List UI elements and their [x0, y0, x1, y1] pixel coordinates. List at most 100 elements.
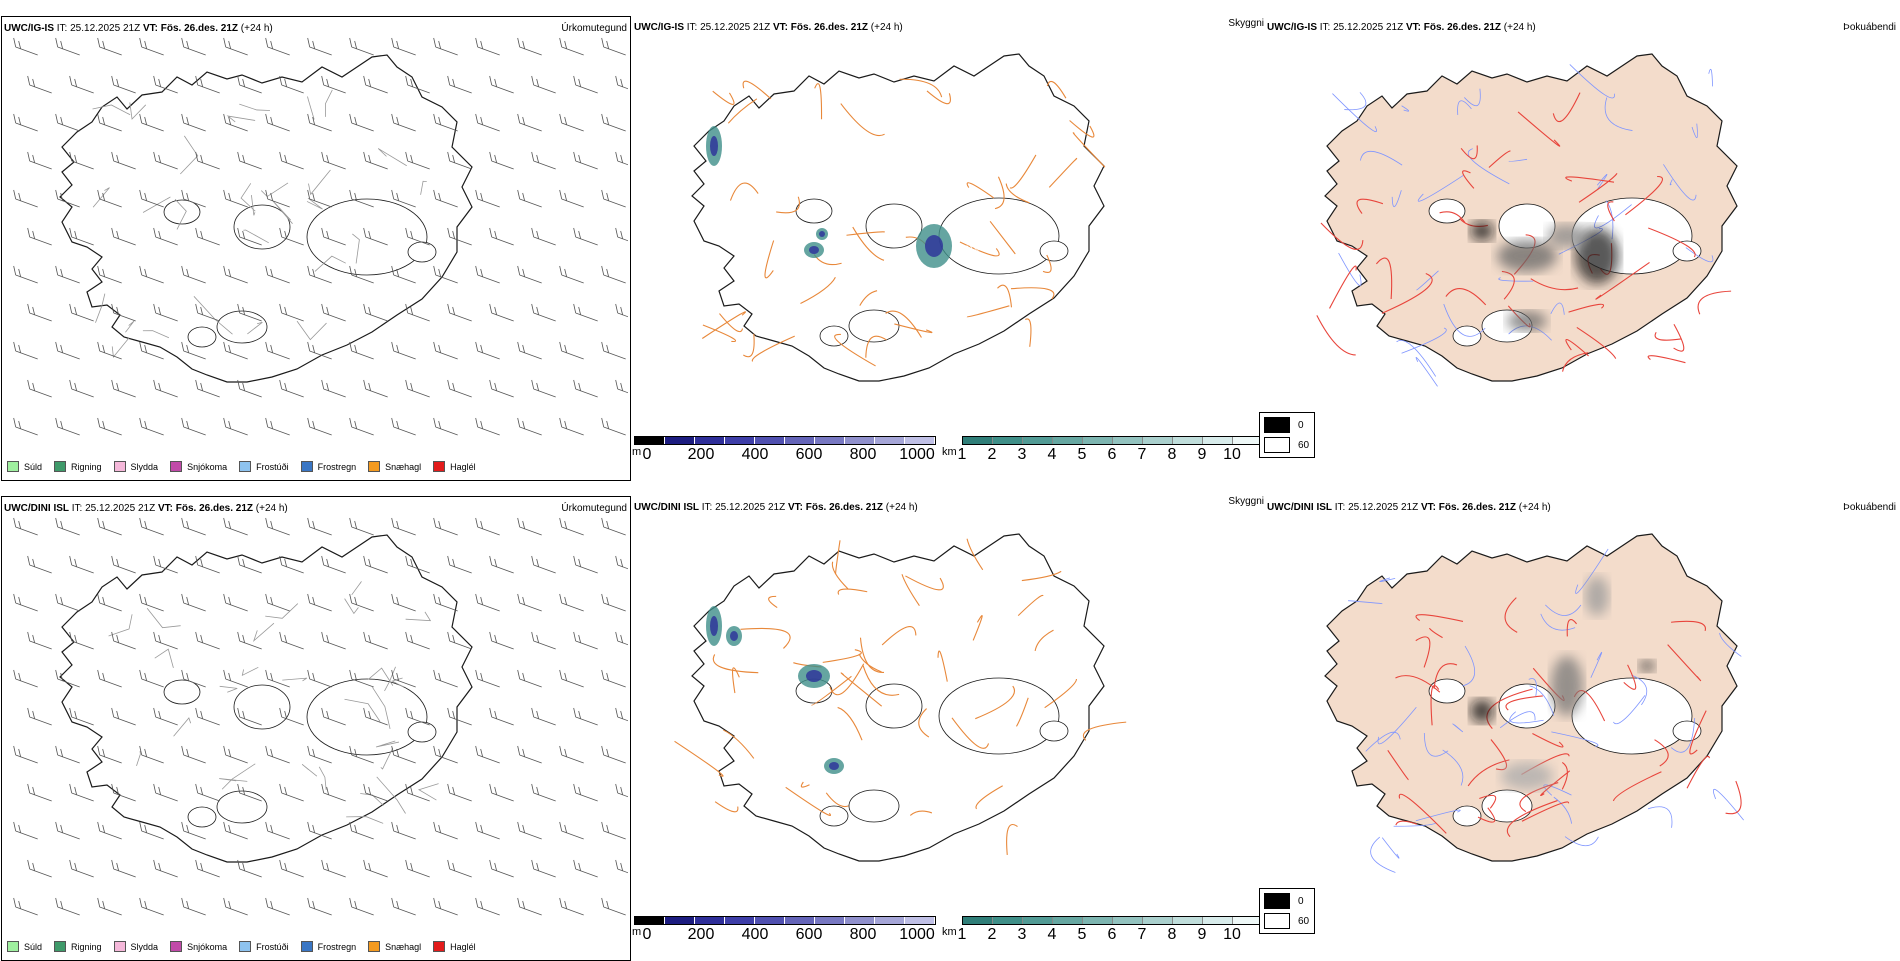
- wind-barb: [55, 669, 80, 688]
- height-ticks: 0 200 400 600 800 1000: [643, 446, 947, 463]
- wind-barb: [237, 783, 262, 802]
- wind-barb: [307, 189, 332, 208]
- glacier-outline: [407, 721, 437, 743]
- height-colorbar: [634, 436, 936, 445]
- fog-area: [1639, 660, 1655, 672]
- river-line: [1669, 179, 1673, 186]
- wind-barb: [447, 379, 472, 398]
- wind-barb: [517, 669, 542, 688]
- road-line: [111, 337, 130, 359]
- wind-barb: [27, 151, 52, 170]
- wind-barb: [363, 379, 388, 398]
- wind-barb: [447, 227, 472, 246]
- road-line: [837, 588, 868, 595]
- wind-barb: [475, 265, 500, 284]
- colorbar-tick: 8: [1167, 926, 1177, 943]
- legend-swatch: [113, 461, 126, 472]
- wind-barb: [13, 821, 38, 840]
- wind-barb: [349, 189, 374, 208]
- wind-barb: [489, 859, 514, 878]
- wind-barb: [111, 707, 136, 726]
- road-line: [1430, 685, 1440, 726]
- wind-barb: [391, 745, 416, 764]
- road-line: [344, 698, 381, 722]
- road-line: [840, 103, 885, 137]
- wind-barb: [517, 821, 542, 840]
- road-line: [1356, 198, 1384, 214]
- wind-barb: [489, 75, 514, 94]
- colorbar-tick: 9: [1197, 926, 1207, 943]
- road-line: [989, 220, 1016, 255]
- legend-swatch: [368, 461, 381, 472]
- wind-barb: [517, 37, 542, 56]
- legend-swatch: [368, 941, 381, 952]
- road-line: [417, 783, 439, 801]
- road-line: [1433, 663, 1458, 689]
- wind-barb: [13, 897, 38, 916]
- river-line: [1551, 731, 1599, 747]
- wind-barb: [97, 113, 122, 132]
- wind-barb: [517, 265, 542, 284]
- road-line: [1415, 614, 1464, 622]
- glacier-outline: [216, 790, 268, 824]
- road-line: [1519, 782, 1559, 813]
- river-line: [1417, 175, 1464, 202]
- wind-barb: [489, 151, 514, 170]
- wind-barb: [237, 631, 262, 650]
- wind-barb: [517, 897, 542, 916]
- wind-barb: [433, 37, 458, 56]
- precip-type-map: [13, 37, 628, 436]
- legend-item-snaehagl: Snæhagl: [368, 461, 421, 472]
- wind-barb: [405, 859, 430, 878]
- road-line: [837, 706, 863, 741]
- wind-barb: [475, 341, 500, 360]
- wind-barb: [195, 631, 220, 650]
- wind-barb: [349, 37, 374, 56]
- wind-barb: [139, 593, 164, 612]
- road-line: [1021, 570, 1062, 582]
- road-line: [1578, 172, 1618, 203]
- road-line: [146, 607, 181, 629]
- wind-barb: [559, 113, 584, 132]
- wind-barb: [69, 303, 94, 322]
- legend-swatch: [300, 941, 313, 952]
- wind-barb: [265, 113, 290, 132]
- wind-barb: [363, 555, 388, 574]
- legend-swatch: [239, 461, 252, 472]
- glacier-outline: [1452, 805, 1482, 827]
- legend-swatch: [7, 941, 19, 952]
- wind-barb: [349, 669, 374, 688]
- panel-title-precip: Úrkomutegund: [561, 23, 627, 34]
- wind-barb: [181, 669, 206, 688]
- wind-barb: [601, 821, 626, 840]
- fog-indicator-map: [1324, 533, 1744, 873]
- wind-barb: [307, 593, 332, 612]
- road-line: [905, 575, 944, 591]
- road-line: [1667, 644, 1702, 682]
- road-line: [909, 810, 933, 816]
- glacier-outline: [819, 325, 849, 347]
- colorbar-tick: 5: [1077, 446, 1087, 463]
- wind-barb: [279, 555, 304, 574]
- legend-item-snaehagl: Snæhagl: [368, 941, 421, 952]
- visibility-colorbar: [962, 436, 1264, 445]
- colorbar-step: [963, 437, 993, 444]
- wind-barb: [27, 379, 52, 398]
- precip-type-map: [13, 517, 628, 916]
- road-line: [740, 627, 791, 649]
- road-line: [1477, 807, 1496, 823]
- wind-barb: [111, 631, 136, 650]
- river-line: [1540, 613, 1576, 631]
- road-line: [858, 653, 882, 673]
- wind-barb: [153, 859, 178, 878]
- fog-area: [1547, 224, 1587, 248]
- precip-panel-row1: UWC/IG-IS IT: 25.12.2025 21Z VT: Fös. 26…: [1, 16, 631, 481]
- wind-barb: [279, 707, 304, 726]
- wind-barb: [139, 189, 164, 208]
- wind-barb: [97, 517, 122, 536]
- road-line: [723, 729, 755, 759]
- glacier-outline: [1039, 720, 1069, 742]
- wind-barb: [531, 631, 556, 650]
- glacier-outline: [233, 684, 291, 730]
- river-line: [1663, 164, 1697, 201]
